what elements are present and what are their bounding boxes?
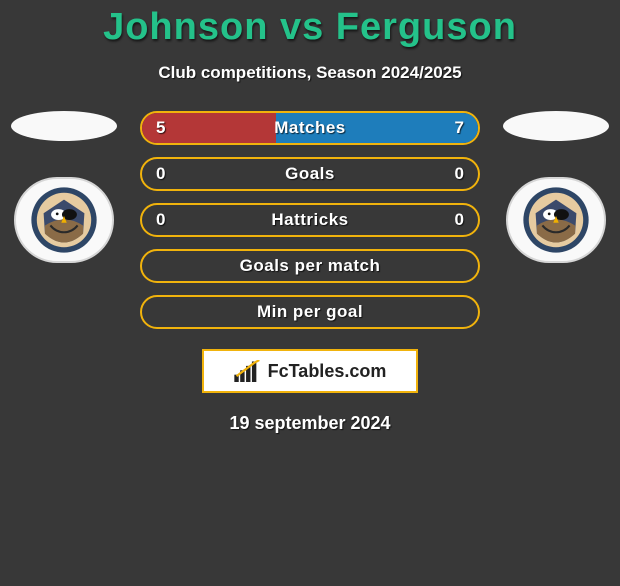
stat-label: Hattricks	[271, 210, 348, 230]
page-title: Johnson vs Ferguson	[0, 6, 620, 49]
stat-value-left: 0	[156, 210, 165, 230]
stat-value-right: 7	[455, 118, 464, 138]
brand-text: FcTables.com	[268, 361, 387, 382]
brand-box[interactable]: FcTables.com	[202, 349, 418, 393]
stat-label: Goals per match	[240, 256, 381, 276]
stat-value-right: 0	[455, 164, 464, 184]
right-player-oval	[503, 111, 609, 141]
stats-column: 5 Matches 7 0 Goals 0 0 Hattricks 0 Goals per mat…	[120, 111, 500, 434]
date-line: 19 september 2024	[229, 413, 390, 434]
right-club-crest	[506, 177, 606, 263]
comparison-layout: 5 Matches 7 0 Goals 0 0 Hattricks 0 Goals per mat…	[0, 111, 620, 434]
club-crest-icon	[522, 186, 590, 254]
stat-value-left: 5	[156, 118, 165, 138]
stat-pill: 5 Matches 7	[140, 111, 480, 145]
left-player-oval	[11, 111, 117, 141]
stat-pill: Goals per match	[140, 249, 480, 283]
right-side	[500, 111, 612, 263]
stat-label: Min per goal	[257, 302, 363, 322]
bars-icon	[234, 360, 264, 382]
left-side	[8, 111, 120, 263]
stat-value-right: 0	[455, 210, 464, 230]
stat-label: Matches	[274, 118, 346, 138]
stat-pill: 0 Hattricks 0	[140, 203, 480, 237]
left-club-crest	[14, 177, 114, 263]
stat-pill: 0 Goals 0	[140, 157, 480, 191]
club-crest-icon	[30, 186, 98, 254]
stat-pill: Min per goal	[140, 295, 480, 329]
stat-label: Goals	[285, 164, 335, 184]
stat-value-left: 0	[156, 164, 165, 184]
subtitle: Club competitions, Season 2024/2025	[0, 63, 620, 83]
